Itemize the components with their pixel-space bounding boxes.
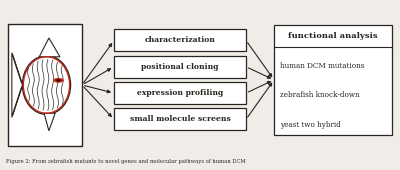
Bar xyxy=(114,56,246,78)
Text: characterization: characterization xyxy=(144,36,216,44)
Circle shape xyxy=(56,79,61,81)
Text: zebrafish knock-down: zebrafish knock-down xyxy=(280,91,360,99)
Polygon shape xyxy=(32,64,35,106)
Bar xyxy=(114,82,246,104)
Circle shape xyxy=(54,78,63,82)
Text: expression profiling: expression profiling xyxy=(137,89,223,97)
Polygon shape xyxy=(27,68,30,102)
Polygon shape xyxy=(12,53,22,117)
Polygon shape xyxy=(61,65,64,105)
Bar xyxy=(114,108,246,131)
Bar xyxy=(274,25,392,135)
Text: yeast two hybrid: yeast two hybrid xyxy=(280,121,341,129)
Text: human DCM mutations: human DCM mutations xyxy=(280,62,364,70)
Text: small molecule screens: small molecule screens xyxy=(130,115,230,123)
Text: functional analysis: functional analysis xyxy=(288,32,378,40)
Polygon shape xyxy=(44,113,55,131)
Polygon shape xyxy=(51,60,54,110)
Text: Figure 2: From zebrafish mutants to novel genes and molecular pathways of human : Figure 2: From zebrafish mutants to nove… xyxy=(6,159,246,164)
Polygon shape xyxy=(42,59,44,110)
Polygon shape xyxy=(46,59,49,111)
Polygon shape xyxy=(37,61,40,109)
Ellipse shape xyxy=(22,56,70,114)
Polygon shape xyxy=(39,38,60,57)
Bar xyxy=(114,29,246,51)
Polygon shape xyxy=(56,62,59,108)
Text: positional cloning: positional cloning xyxy=(141,63,219,71)
Bar xyxy=(8,24,82,146)
